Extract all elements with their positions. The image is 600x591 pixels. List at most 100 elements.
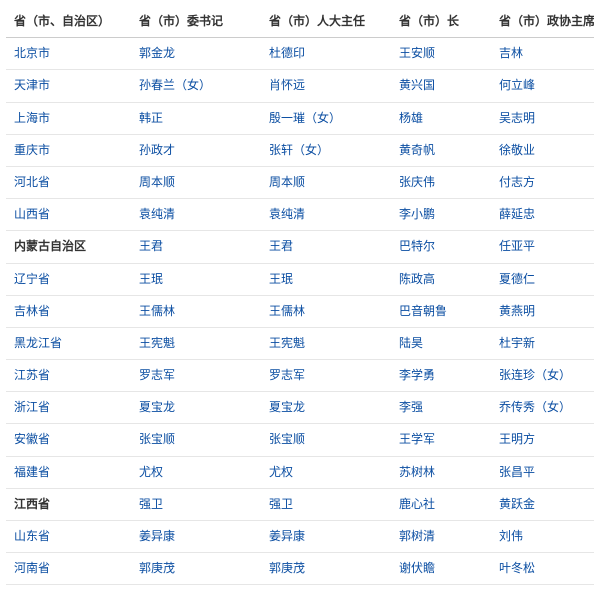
person-link[interactable]: 吴志明: [499, 111, 535, 125]
cell-1: 郭庚茂: [131, 553, 261, 585]
person-link[interactable]: 王儒林: [269, 304, 305, 318]
person-link[interactable]: 韩正: [139, 111, 163, 125]
province-link[interactable]: 江苏省: [14, 368, 50, 382]
person-link[interactable]: 杜宇新: [499, 336, 535, 350]
person-link[interactable]: 王宪魁: [269, 336, 305, 350]
person-link[interactable]: 苏树林: [399, 465, 435, 479]
person-link[interactable]: 薛延忠: [499, 207, 535, 221]
person-link[interactable]: 周本顺: [139, 175, 175, 189]
cell-3: 黄兴国: [391, 70, 491, 102]
person-link[interactable]: 王明方: [499, 432, 535, 446]
person-link[interactable]: 姜异康: [139, 529, 175, 543]
province-link[interactable]: 河北省: [14, 175, 50, 189]
person-link[interactable]: 陈政高: [399, 272, 435, 286]
province-link[interactable]: 北京市: [14, 46, 50, 60]
cell-3: 李学勇: [391, 360, 491, 392]
cell-1: 王儒林: [131, 295, 261, 327]
person-link[interactable]: 罗志军: [269, 368, 305, 382]
person-link[interactable]: 殷一璀（女）: [269, 111, 341, 125]
province-link[interactable]: 黑龙江省: [14, 336, 62, 350]
cell-1: 孙政才: [131, 134, 261, 166]
person-link[interactable]: 王君: [269, 239, 293, 253]
cell-2: 张轩（女）: [261, 134, 391, 166]
person-link[interactable]: 王珉: [139, 272, 163, 286]
province-link[interactable]: 上海市: [14, 111, 50, 125]
person-link[interactable]: 陆昊: [399, 336, 423, 350]
person-link[interactable]: 强卫: [269, 497, 293, 511]
person-link[interactable]: 付志方: [499, 175, 535, 189]
person-link[interactable]: 尤权: [139, 465, 163, 479]
person-link[interactable]: 叶冬松: [499, 561, 535, 575]
province-link[interactable]: 河南省: [14, 561, 50, 575]
province-link[interactable]: 重庆市: [14, 143, 50, 157]
person-link[interactable]: 夏宝龙: [269, 400, 305, 414]
person-link[interactable]: 徐敬业: [499, 143, 535, 157]
person-link[interactable]: 王君: [139, 239, 163, 253]
province-link[interactable]: 辽宁省: [14, 272, 50, 286]
cell-3: 李强: [391, 392, 491, 424]
person-link[interactable]: 郭金龙: [139, 46, 175, 60]
person-link[interactable]: 周本顺: [269, 175, 305, 189]
col-header-4: 省（市）政协主席: [491, 6, 594, 38]
person-link[interactable]: 张宝顺: [269, 432, 305, 446]
person-link[interactable]: 谢伏瞻: [399, 561, 435, 575]
person-link[interactable]: 罗志军: [139, 368, 175, 382]
person-link[interactable]: 张连珍（女）: [499, 368, 571, 382]
person-link[interactable]: 黄兴国: [399, 78, 435, 92]
person-link[interactable]: 任亚平: [499, 239, 535, 253]
province-link[interactable]: 天津市: [14, 78, 50, 92]
person-link[interactable]: 郭庚茂: [139, 561, 175, 575]
person-link[interactable]: 杨雄: [399, 111, 423, 125]
person-link[interactable]: 孙春兰（女）: [139, 78, 211, 92]
province-link[interactable]: 浙江省: [14, 400, 50, 414]
person-link[interactable]: 巴音朝鲁: [399, 304, 447, 318]
cell-3: 杨雄: [391, 102, 491, 134]
person-link[interactable]: 郭庚茂: [269, 561, 305, 575]
cell-4: 刘伟: [491, 521, 594, 553]
person-link[interactable]: 张昌平: [499, 465, 535, 479]
person-link[interactable]: 王珉: [269, 272, 293, 286]
person-link[interactable]: 张轩（女）: [269, 143, 329, 157]
person-link[interactable]: 黄跃金: [499, 497, 535, 511]
province-link[interactable]: 福建省: [14, 465, 50, 479]
person-link[interactable]: 黄燕明: [499, 304, 535, 318]
person-link[interactable]: 李强: [399, 400, 423, 414]
person-link[interactable]: 姜异康: [269, 529, 305, 543]
person-link[interactable]: 王学军: [399, 432, 435, 446]
cell-2: 尤权: [261, 456, 391, 488]
cell-4: 何立峰: [491, 70, 594, 102]
person-link[interactable]: 鹿心社: [399, 497, 435, 511]
person-link[interactable]: 吉林: [499, 46, 523, 60]
person-link[interactable]: 孙政才: [139, 143, 175, 157]
person-link[interactable]: 夏宝龙: [139, 400, 175, 414]
person-link[interactable]: 王安顺: [399, 46, 435, 60]
person-link[interactable]: 张庆伟: [399, 175, 435, 189]
province-link[interactable]: 安徽省: [14, 432, 50, 446]
person-link[interactable]: 李小鹏: [399, 207, 435, 221]
person-link[interactable]: 强卫: [139, 497, 163, 511]
province-link[interactable]: 吉林省: [14, 304, 50, 318]
person-link[interactable]: 李学勇: [399, 368, 435, 382]
person-link[interactable]: 刘伟: [499, 529, 523, 543]
person-link[interactable]: 夏德仁: [499, 272, 535, 286]
person-link[interactable]: 王宪魁: [139, 336, 175, 350]
cell-3: 苏树林: [391, 456, 491, 488]
person-link[interactable]: 巴特尔: [399, 239, 435, 253]
person-link[interactable]: 郭树清: [399, 529, 435, 543]
person-link[interactable]: 王儒林: [139, 304, 175, 318]
cell-4: 吉林: [491, 38, 594, 70]
cell-3: 谢伏瞻: [391, 553, 491, 585]
cell-4: 徐敬业: [491, 134, 594, 166]
person-link[interactable]: 袁纯清: [139, 207, 175, 221]
person-link[interactable]: 袁纯清: [269, 207, 305, 221]
table-row: 河北省 周本顺 周本顺 张庆伟 付志方: [6, 166, 594, 198]
person-link[interactable]: 何立峰: [499, 78, 535, 92]
person-link[interactable]: 尤权: [269, 465, 293, 479]
person-link[interactable]: 肖怀远: [269, 78, 305, 92]
person-link[interactable]: 杜德印: [269, 46, 305, 60]
province-link[interactable]: 山东省: [14, 529, 50, 543]
person-link[interactable]: 黄奇帆: [399, 143, 435, 157]
person-link[interactable]: 张宝顺: [139, 432, 175, 446]
province-link[interactable]: 山西省: [14, 207, 50, 221]
person-link[interactable]: 乔传秀（女）: [499, 400, 571, 414]
